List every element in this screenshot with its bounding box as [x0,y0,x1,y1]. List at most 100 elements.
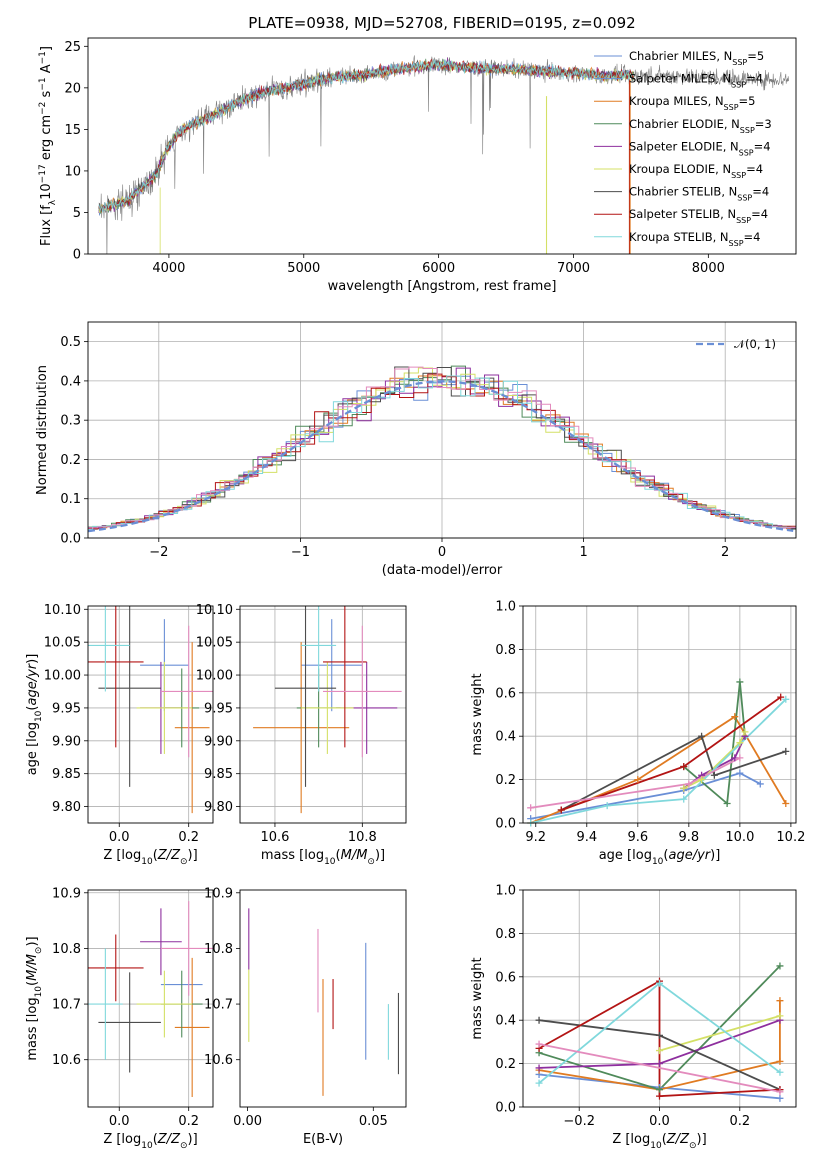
weight-marker [782,799,790,807]
y-axis-label: Flux [fλ10−17 erg cm−2 s−1 A−1] [38,46,58,246]
label-part: age [log [599,848,652,863]
label-part: 10 [324,857,336,867]
label-part: M/M [25,954,40,981]
y-tick-label: 10.7 [52,998,81,1013]
axes-frame [87,37,797,255]
legend-sub: SSP [724,103,739,112]
label-part: )] [697,1132,707,1147]
weight-marker [776,1012,784,1020]
y-tick-label: 0.4 [495,730,516,745]
label-part: ( [25,706,40,711]
axes-frame [522,889,797,1108]
legend-entry: Chabrier ELODIE, NSSP=3 [629,117,772,135]
weight-marker [723,799,731,807]
legend-value: =4 [744,230,761,244]
label-part: Flux [f [39,205,54,246]
x-tick-label: −0.2 [563,1114,595,1129]
weight-marker [741,728,749,736]
y-tick-label: 10.10 [44,603,81,618]
y-tick-label: 10.6 [204,1053,233,1068]
y-tick-label: 0.0 [495,817,516,832]
label-part: Z [log [612,1132,650,1147]
label-part: −1 [38,77,48,90]
y-tick-label: 0.4 [495,1014,516,1029]
weight-marker [776,1094,784,1102]
label-part: mass [log [261,848,324,863]
weight-line [538,1000,781,1091]
axes-frame [87,605,214,824]
legend-sub: SSP [732,58,747,67]
legend-entry: Kroupa STELIB, NSSP=4 [629,230,760,248]
legend-name: Salpeter ELODIE, N [629,139,739,153]
y-tick-label: 0.6 [495,970,516,985]
y-tick-label: 0.2 [495,1057,516,1072]
figure-title: PLATE=0938, MJD=52708, FIBERID=0195, z=0… [248,14,635,32]
weight-marker [776,1057,784,1065]
label-part: ( [662,1132,667,1147]
label-part: age/yr [25,662,40,705]
x-tick-label: 9.8 [678,830,699,845]
weight-marker [656,1047,663,1055]
y-tick-label: 0.8 [495,927,516,942]
legend-value: =3 [755,117,772,131]
y-tick-label: 9.85 [52,767,81,782]
panel-8: −0.2 0.0 0.2 0.0 0.2 0.4 0.6 0.8 1.0 Z [log10(Z/Z… [470,884,797,1151]
label-part: −17 [38,164,48,183]
y-axis-label: Normed distribution [35,365,50,495]
label-part: ( [25,981,40,986]
y-tick-label: 0.2 [60,453,81,468]
panel-6: 0.0 0.210.610.710.810.9Z [log10(Z/Z⊙)]mas… [25,886,214,1151]
y-tick-label: 0.4 [60,374,81,389]
label-part: Z/Z [157,1132,181,1147]
x-axis-label: age [log10(age/yr)] [599,848,721,867]
legend-sub: SSP [729,238,744,247]
x-tick-label: 0.2 [178,830,199,845]
legend-value: =4 [746,72,763,86]
weight-line [560,734,787,811]
x-tick-label: 9.6 [627,830,648,845]
label-part: −1 [38,51,48,64]
label-part: )] [375,848,385,863]
label-part: ( [663,848,668,863]
y-tick-label: 10.8 [52,942,81,957]
x-tick-label: 4000 [152,261,185,276]
y-tick-label: 9.80 [52,800,81,815]
legend-sub: SSP [731,80,746,89]
legend-entry: Chabrier MILES, NSSP=5 [629,49,764,67]
legend-name: Chabrier MILES, N [629,49,732,63]
y-tick-label: 10.6 [52,1053,81,1068]
label-part: mass [log [25,997,40,1060]
weight-marker [776,1088,784,1096]
x-tick-label: 10.6 [260,830,289,845]
legend-sub: SSP [737,193,752,202]
x-axis-label: wavelength [Angstrom, rest frame] [328,279,557,294]
y-tick-label: 10.9 [204,886,233,901]
weight-marker [680,795,688,803]
x-tick-label: 7000 [557,261,590,276]
weight-marker [680,763,688,771]
legend-name: Chabrier STELIB, N [629,185,737,199]
panel-3: 0.0 0.2 9.80 9.85 9.90 9.95 10.00 10.05 10.10 Z [… [25,603,214,867]
label-part: 10 [34,710,44,722]
weight-marker [656,1060,663,1068]
label-part: )] [25,654,40,664]
weight-marker [535,1040,543,1048]
weight-marker [736,739,744,747]
axes-frame [87,889,214,1108]
plot-area [530,681,787,823]
weight-marker [656,1092,663,1100]
axes-frame [239,889,407,1108]
x-tick-label: 1 [579,545,587,560]
y-tick-label: 9.95 [204,701,233,716]
x-tick-label: 0.0 [109,830,130,845]
legend-name: Kroupa STELIB, N [629,230,729,244]
legend-entry: Kroupa MILES, NSSP=5 [629,94,755,112]
legend-sub: SSP [740,125,755,134]
y-tick-label: 0.5 [60,335,81,350]
x-tick-label: −2 [149,545,168,560]
weight-marker [736,769,744,777]
y-tick-label: 1.0 [495,884,516,899]
label-part: ⊙ [689,1141,697,1151]
legend-value: =4 [752,185,769,199]
weight-marker [782,747,790,755]
